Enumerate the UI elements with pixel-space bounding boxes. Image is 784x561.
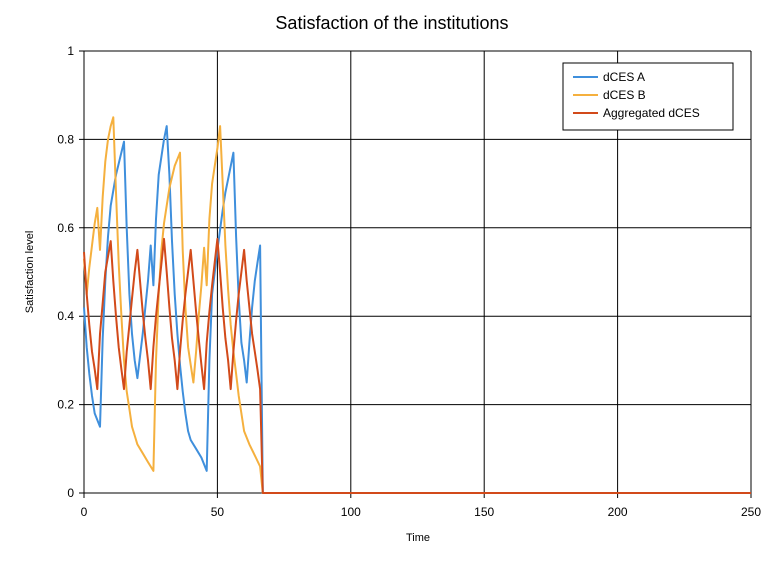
legend: dCES A dCES B Aggregated dCES bbox=[562, 62, 734, 131]
x-tick-label: 0 bbox=[81, 505, 88, 519]
legend-box bbox=[562, 62, 734, 131]
legend-label: dCES B bbox=[603, 88, 646, 102]
x-tick-label: 100 bbox=[341, 505, 361, 519]
y-tick-label: 0.2 bbox=[57, 398, 74, 412]
y-ticks: 0 0.2 0.4 0.6 0.8 1 bbox=[57, 44, 74, 500]
x-tick-label: 50 bbox=[211, 505, 225, 519]
legend-label: Aggregated dCES bbox=[603, 106, 700, 120]
y-axis-label: Satisfaction level bbox=[24, 231, 36, 314]
series-line-1 bbox=[83, 125, 751, 494]
y-tick-label: 0.8 bbox=[57, 132, 74, 146]
y-tick-label: 1 bbox=[67, 44, 74, 58]
x-tick-label: 150 bbox=[474, 505, 494, 519]
x-tick-label: 200 bbox=[608, 505, 628, 519]
chart-title: Satisfaction of the institutions bbox=[275, 13, 508, 33]
y-tick-label: 0.6 bbox=[57, 221, 74, 235]
x-ticks: 0 50 100 150 200 250 bbox=[81, 505, 762, 519]
x-axis-label: Time bbox=[406, 532, 430, 544]
series-line-3 bbox=[83, 237, 751, 494]
y-tick-label: 0.4 bbox=[57, 309, 74, 323]
legend-label: dCES A bbox=[603, 70, 645, 84]
x-tick-label: 250 bbox=[741, 505, 761, 519]
series bbox=[83, 116, 751, 494]
y-tick-label: 0 bbox=[67, 486, 74, 500]
